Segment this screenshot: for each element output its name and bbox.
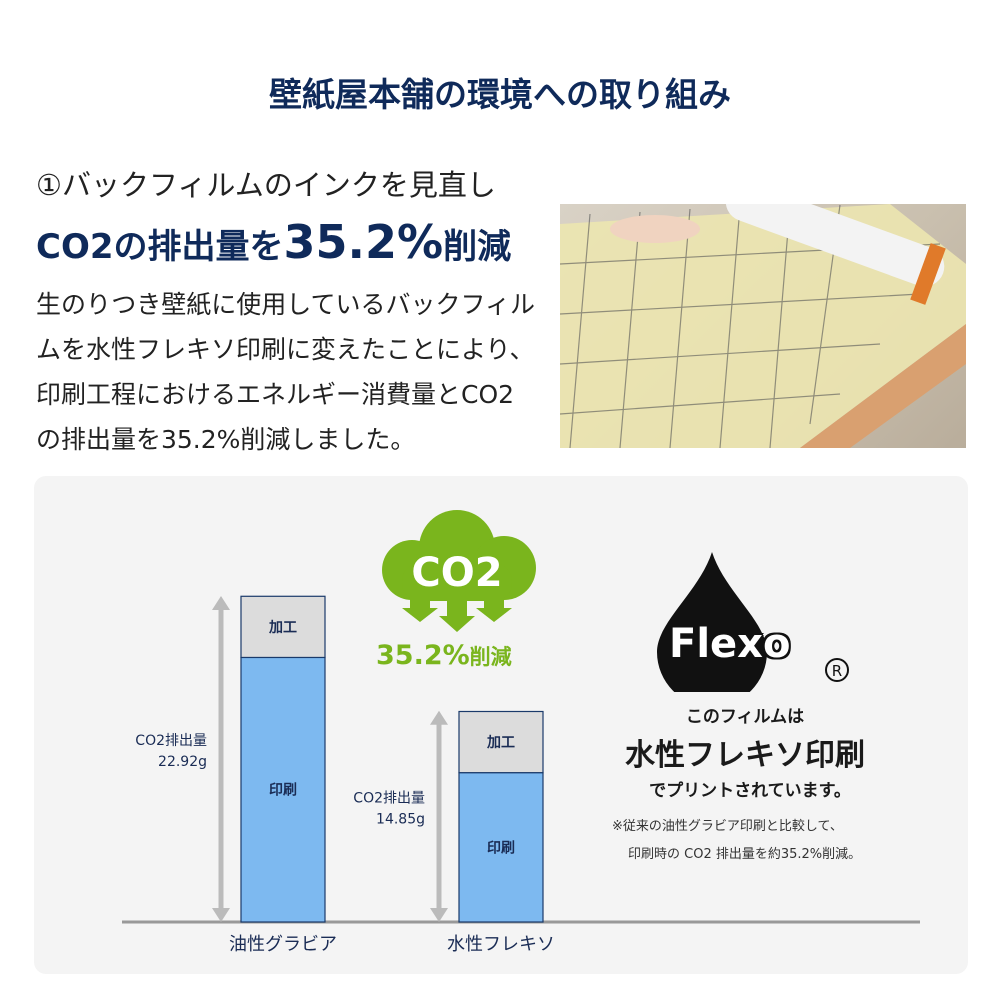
- bar-加工: [240, 595, 326, 659]
- bar-label: 加工: [268, 620, 297, 636]
- section-headline: CO2の排出量を35.2%削減: [36, 215, 511, 269]
- film-photo: [560, 204, 966, 448]
- bar-印刷: [458, 772, 544, 923]
- section-body: 生のりつき壁紙に使用しているバックフィルムを水性フレキソ印刷に変えたことにより、…: [36, 290, 536, 454]
- bar-label: 加工: [486, 735, 515, 751]
- total-label: CO2排出量: [135, 733, 207, 749]
- total-label: 22.92g: [158, 754, 207, 770]
- headline-suffix: 削減: [443, 227, 512, 267]
- arrow-head-down: [430, 908, 448, 922]
- flexo-note2: 印刷時の CO2 排出量を約35.2%削減。: [628, 847, 862, 862]
- flexo-logo: R: [655, 552, 855, 707]
- arrow-head-up: [430, 710, 448, 725]
- arrow-head-down: [212, 908, 230, 922]
- co2-cloud-icon: CO2: [372, 508, 547, 637]
- headline-prefix: CO2の排出量を: [36, 227, 284, 267]
- flexo-logo-text: Flexo: [669, 621, 791, 667]
- section-subtitle: ①バックフィルムのインクを見直し: [36, 168, 496, 202]
- category-label: 油性グラビア: [229, 934, 337, 955]
- bar-印刷: [240, 656, 326, 923]
- svg-text:R: R: [832, 662, 842, 680]
- page-title: 壁紙屋本舗の環境への取り組み: [269, 75, 731, 114]
- total-label: 14.85g: [376, 811, 425, 827]
- bar-label: 印刷: [487, 839, 515, 856]
- category-label: 水性フレキソ: [447, 934, 555, 955]
- arrow-head-up: [212, 596, 230, 610]
- cloud-text: CO2: [411, 550, 502, 596]
- reduction-value: 35.2%: [376, 640, 470, 671]
- bar-加工: [458, 710, 544, 774]
- flexo-line2: 水性フレキソ印刷: [625, 738, 865, 773]
- flexo-line1: このフィルムは: [685, 707, 805, 727]
- headline-value: 35.2%: [283, 215, 444, 269]
- bar-label: 印刷: [269, 782, 297, 799]
- reduction-suffix: 削減: [469, 645, 512, 669]
- flexo-line3: でプリントされています。: [649, 781, 851, 801]
- total-label: CO2排出量: [353, 790, 425, 806]
- reduction-label: 35.2%削減: [376, 640, 512, 671]
- flexo-note1: ※従来の油性グラビア印刷と比較して、: [612, 819, 843, 834]
